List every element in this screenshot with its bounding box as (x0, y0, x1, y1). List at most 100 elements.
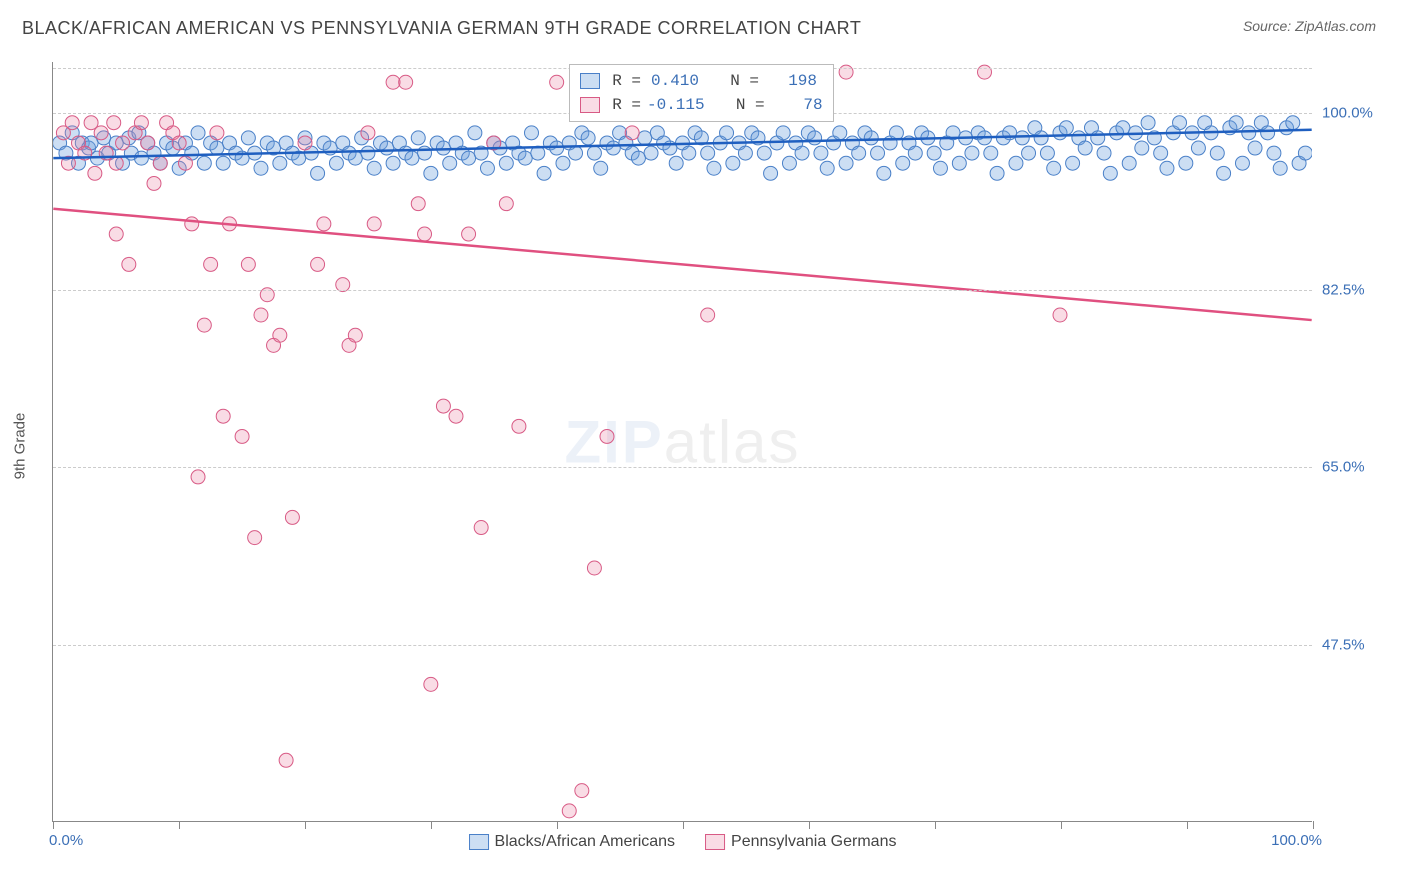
legend-swatch-icon (705, 834, 725, 850)
data-point (525, 126, 539, 140)
data-point (386, 75, 400, 89)
n-value: 78 (771, 93, 823, 117)
data-point (518, 151, 532, 165)
data-point (418, 227, 432, 241)
legend-stats-row: R =-0.115 N =78 (580, 93, 822, 117)
data-point (581, 131, 595, 145)
data-point (1210, 146, 1224, 160)
data-point (109, 227, 123, 241)
data-point (990, 166, 1004, 180)
data-point (1034, 131, 1048, 145)
data-point (254, 308, 268, 322)
data-point (537, 166, 551, 180)
data-point (107, 116, 121, 130)
data-point (587, 561, 601, 575)
data-point (682, 146, 696, 160)
data-point (871, 146, 885, 160)
y-tick-label: 47.5% (1322, 636, 1406, 653)
data-point (216, 156, 230, 170)
data-point (1273, 161, 1287, 175)
data-point (298, 136, 312, 150)
data-point (141, 136, 155, 150)
data-point (1261, 126, 1275, 140)
x-tick (557, 821, 558, 829)
data-point (833, 126, 847, 140)
data-point (631, 151, 645, 165)
data-point (644, 146, 658, 160)
data-point (1078, 141, 1092, 155)
data-point (738, 146, 752, 160)
x-tick (1187, 821, 1188, 829)
data-point (814, 146, 828, 160)
data-point (896, 156, 910, 170)
data-point (311, 257, 325, 271)
data-point (436, 399, 450, 413)
data-point (707, 161, 721, 175)
r-value: -0.115 (647, 93, 705, 117)
x-min-label: 0.0% (49, 832, 83, 849)
n-label: N = (730, 69, 759, 93)
data-point (197, 156, 211, 170)
data-point (405, 151, 419, 165)
legend-item: Blacks/African Americans (469, 833, 676, 851)
data-point (782, 156, 796, 170)
data-point (449, 409, 463, 423)
data-point (1298, 146, 1312, 160)
data-point (424, 166, 438, 180)
data-point (367, 161, 381, 175)
data-point (1022, 146, 1036, 160)
x-tick (179, 821, 180, 829)
data-point (241, 257, 255, 271)
data-point (889, 126, 903, 140)
data-point (443, 156, 457, 170)
correlation-legend: R =0.410 N =198R =-0.115 N =78 (569, 64, 833, 122)
data-point (88, 166, 102, 180)
data-point (1122, 156, 1136, 170)
data-point (317, 217, 331, 231)
data-point (1267, 146, 1281, 160)
data-point (1103, 166, 1117, 180)
data-point (701, 308, 715, 322)
series-legend: Blacks/African Americans Pennsylvania Ger… (469, 833, 897, 851)
data-point (927, 146, 941, 160)
data-point (462, 227, 476, 241)
data-point (216, 409, 230, 423)
data-point (852, 146, 866, 160)
data-point (1173, 116, 1187, 130)
data-point (933, 161, 947, 175)
data-point (109, 156, 123, 170)
data-point (1141, 116, 1155, 130)
x-tick (683, 821, 684, 829)
legend-item: Pennsylvania Germans (705, 833, 896, 851)
x-tick (935, 821, 936, 829)
data-point (1091, 131, 1105, 145)
data-point (411, 131, 425, 145)
gridline (53, 467, 1312, 468)
data-point (65, 116, 79, 130)
data-point (512, 419, 526, 433)
data-point (172, 136, 186, 150)
data-point (210, 126, 224, 140)
data-point (279, 753, 293, 767)
data-point (952, 156, 966, 170)
data-point (1286, 116, 1300, 130)
y-tick-label: 100.0% (1322, 104, 1406, 121)
legend-label: Blacks/African Americans (495, 833, 676, 850)
data-point (1154, 146, 1168, 160)
data-point (1097, 146, 1111, 160)
y-tick-label: 82.5% (1322, 282, 1406, 299)
data-point (235, 429, 249, 443)
data-point (94, 126, 108, 140)
data-point (204, 257, 218, 271)
gridline (53, 645, 1312, 646)
data-point (1135, 141, 1149, 155)
data-point (480, 161, 494, 175)
data-point (820, 161, 834, 175)
data-point (1191, 141, 1205, 155)
data-point (474, 521, 488, 535)
data-point (839, 156, 853, 170)
data-point (638, 131, 652, 145)
legend-stats-row: R =0.410 N =198 (580, 69, 822, 93)
data-point (795, 146, 809, 160)
data-point (386, 156, 400, 170)
